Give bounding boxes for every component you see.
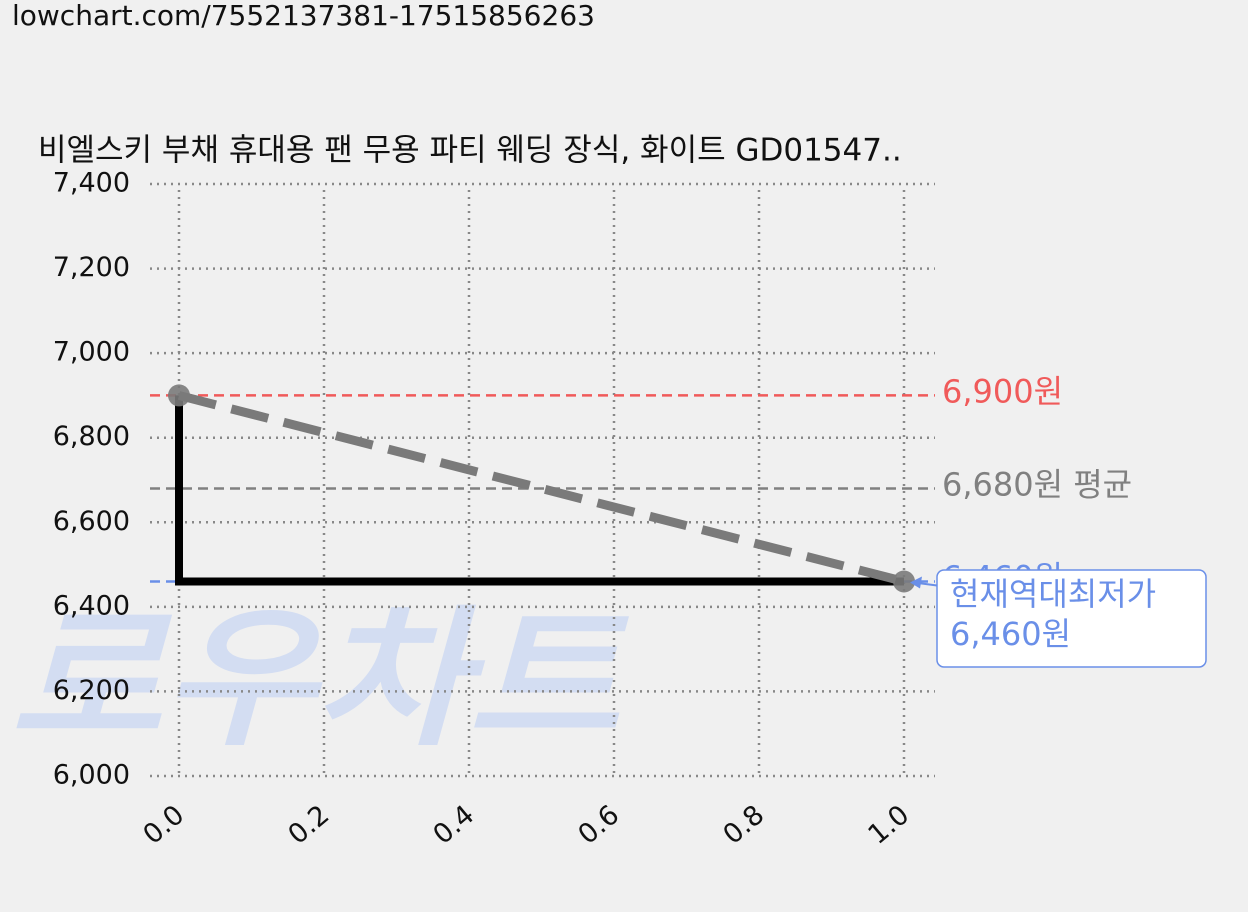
watermark: 로우차트 <box>10 593 630 767</box>
reference-label: 6,680원 평균 <box>942 465 1132 503</box>
y-tick-label: 6,000 <box>53 760 130 791</box>
y-tick-label: 6,400 <box>53 590 130 621</box>
y-tick-label: 7,400 <box>53 168 130 199</box>
chart-title: 비엘스키 부채 휴대용 팬 무용 파티 웨딩 장식, 화이트 GD01547.. <box>38 133 902 169</box>
x-tick-label: 0.2 <box>282 799 335 850</box>
url: lowchart.com/7552137381-17515856263 <box>12 0 595 32</box>
annotation-text: 6,460원 <box>950 615 1071 653</box>
x-tick-label: 0.6 <box>572 799 625 850</box>
reference-label: 6,900원 <box>942 372 1063 410</box>
annotation-box <box>936 569 1207 668</box>
line <box>177 391 906 586</box>
line <box>175 395 904 586</box>
annotation-text: 현재역대최저가 <box>950 575 1156 613</box>
y-tick-label: 7,000 <box>53 337 130 368</box>
y-tick-label: 6,800 <box>53 421 130 452</box>
x-tick-label: 0.0 <box>137 799 190 850</box>
point <box>168 384 190 407</box>
annotation-arrowhead <box>910 576 922 589</box>
x-tick-label: 1.0 <box>862 799 915 850</box>
y-tick-label: 6,600 <box>53 506 130 537</box>
y-tick-label: 6,200 <box>53 675 130 706</box>
point <box>893 570 915 593</box>
x-tick-label: 0.8 <box>717 799 770 850</box>
x-tick-label: 0.4 <box>427 799 480 850</box>
y-tick-label: 7,200 <box>53 252 130 283</box>
